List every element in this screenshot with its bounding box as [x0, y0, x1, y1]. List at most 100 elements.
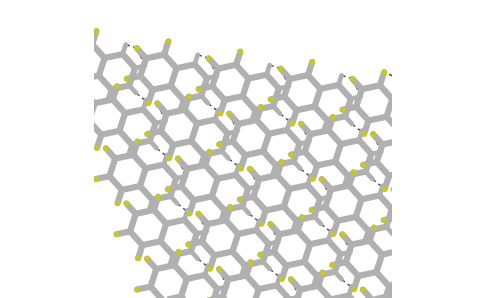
Circle shape — [289, 78, 291, 80]
Circle shape — [361, 88, 363, 91]
Circle shape — [280, 277, 284, 281]
Circle shape — [216, 177, 219, 180]
Circle shape — [368, 240, 371, 242]
Circle shape — [238, 198, 242, 202]
Circle shape — [193, 63, 196, 66]
Circle shape — [320, 271, 325, 274]
Circle shape — [67, 64, 69, 67]
Circle shape — [134, 67, 136, 69]
Circle shape — [483, 273, 486, 276]
Circle shape — [371, 132, 375, 136]
Circle shape — [391, 208, 393, 210]
Circle shape — [320, 177, 324, 181]
Circle shape — [439, 240, 441, 242]
Circle shape — [145, 257, 149, 261]
Circle shape — [237, 233, 240, 235]
Circle shape — [108, 175, 111, 177]
Circle shape — [221, 296, 224, 298]
Circle shape — [424, 297, 428, 298]
Circle shape — [155, 268, 157, 270]
Circle shape — [339, 253, 342, 255]
Circle shape — [145, 57, 147, 60]
Circle shape — [235, 63, 237, 66]
Circle shape — [264, 209, 267, 212]
Circle shape — [309, 133, 312, 136]
Circle shape — [201, 240, 203, 243]
Circle shape — [180, 185, 183, 188]
Circle shape — [252, 195, 255, 198]
Circle shape — [349, 97, 352, 100]
Circle shape — [111, 98, 114, 101]
Circle shape — [337, 84, 340, 86]
Circle shape — [265, 73, 268, 76]
Circle shape — [399, 139, 402, 142]
Circle shape — [459, 295, 462, 297]
Circle shape — [234, 174, 237, 176]
Circle shape — [290, 121, 295, 125]
Circle shape — [387, 285, 390, 287]
Circle shape — [444, 236, 448, 240]
Circle shape — [389, 295, 391, 297]
Circle shape — [412, 153, 414, 156]
Circle shape — [362, 132, 366, 136]
Circle shape — [167, 156, 171, 160]
Circle shape — [186, 278, 188, 280]
Circle shape — [204, 164, 207, 166]
Circle shape — [426, 226, 429, 229]
Circle shape — [176, 156, 180, 161]
Circle shape — [311, 177, 315, 181]
Circle shape — [351, 170, 355, 174]
Circle shape — [370, 153, 373, 155]
Circle shape — [176, 250, 181, 254]
Circle shape — [288, 188, 291, 190]
Circle shape — [180, 295, 182, 298]
Circle shape — [141, 244, 144, 246]
Circle shape — [447, 281, 450, 284]
Circle shape — [464, 291, 469, 295]
Circle shape — [80, 78, 82, 81]
Circle shape — [269, 97, 273, 101]
Circle shape — [420, 195, 422, 197]
Circle shape — [350, 77, 355, 81]
Circle shape — [135, 46, 139, 50]
Circle shape — [319, 88, 322, 90]
Circle shape — [223, 209, 226, 211]
Circle shape — [399, 249, 401, 252]
Circle shape — [401, 198, 404, 201]
Circle shape — [136, 256, 140, 260]
Circle shape — [197, 87, 201, 91]
Circle shape — [190, 140, 192, 142]
Circle shape — [345, 261, 347, 263]
Circle shape — [190, 250, 192, 252]
Circle shape — [336, 219, 339, 222]
Circle shape — [327, 239, 330, 242]
Circle shape — [142, 108, 144, 111]
Circle shape — [208, 150, 211, 154]
Circle shape — [110, 88, 113, 91]
Circle shape — [313, 105, 316, 108]
Circle shape — [244, 154, 246, 156]
Circle shape — [289, 277, 293, 281]
Circle shape — [196, 212, 200, 216]
Circle shape — [295, 219, 297, 222]
Circle shape — [333, 271, 336, 273]
Circle shape — [224, 99, 226, 101]
Circle shape — [114, 157, 117, 160]
Circle shape — [402, 273, 406, 277]
Circle shape — [165, 112, 168, 115]
Circle shape — [442, 163, 445, 165]
Circle shape — [406, 171, 408, 173]
Circle shape — [122, 53, 124, 55]
Circle shape — [131, 143, 133, 146]
Circle shape — [403, 242, 407, 246]
Circle shape — [430, 149, 432, 152]
Circle shape — [382, 218, 386, 222]
Circle shape — [411, 263, 414, 266]
Circle shape — [210, 195, 213, 198]
Circle shape — [187, 94, 191, 99]
Circle shape — [136, 139, 139, 144]
Circle shape — [268, 133, 270, 135]
Circle shape — [73, 47, 75, 49]
Circle shape — [299, 122, 303, 126]
Circle shape — [364, 170, 367, 173]
